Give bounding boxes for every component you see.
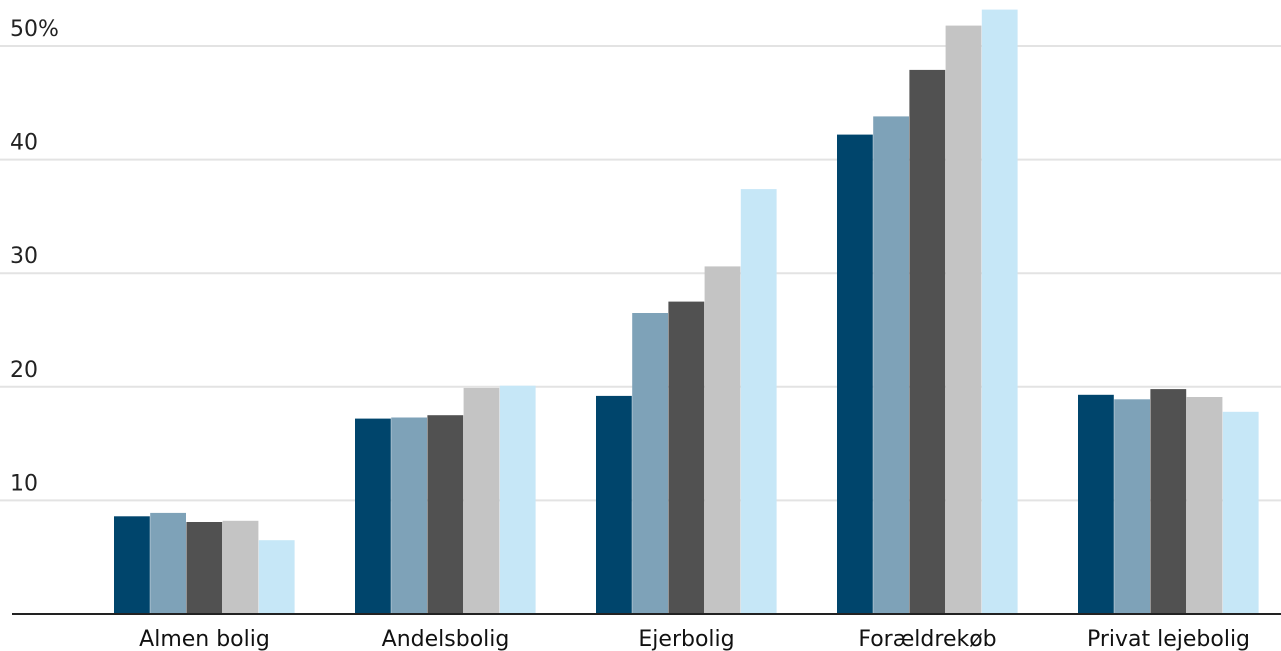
bar: [668, 301, 705, 614]
bar: [463, 387, 500, 614]
bar: [499, 385, 536, 614]
bar: [114, 516, 150, 614]
bar: [1114, 399, 1150, 614]
bar: [427, 415, 464, 614]
bar-group: [837, 9, 1018, 615]
bar: [632, 313, 668, 614]
bar: [596, 395, 632, 614]
bar: [150, 512, 186, 614]
bar: [258, 540, 295, 614]
bar: [945, 25, 982, 615]
y-tick-label: 50%: [10, 17, 59, 42]
bar: [1222, 411, 1259, 614]
bar: [355, 418, 391, 614]
bar: [837, 134, 873, 614]
bar-group: [596, 189, 777, 614]
category-labels: Almen bolig Andelsbolig Ejerbolig Forældrek…: [139, 627, 1250, 651]
bar: [391, 417, 427, 614]
gridlines: [0, 45, 1281, 502]
bar: [704, 266, 741, 614]
category-label: Forældrekøb: [858, 627, 996, 651]
bar-group: [1078, 389, 1259, 614]
bar: [740, 189, 777, 614]
bar: [981, 9, 1018, 615]
bar-group: [114, 512, 295, 614]
y-tick-label: 10: [10, 471, 38, 496]
bar: [873, 116, 909, 615]
bar: [222, 520, 259, 614]
bar: [909, 69, 946, 614]
category-label: Privat lejebolig: [1087, 627, 1250, 651]
y-tick-label: 40: [10, 131, 38, 156]
bars: [114, 9, 1259, 615]
y-tick-label: 20: [10, 358, 38, 383]
y-tick-labels: 10 20 30 40 50%: [10, 17, 59, 496]
bar: [1078, 394, 1114, 614]
category-label: Almen bolig: [139, 627, 270, 651]
y-tick-label: 30: [10, 244, 38, 269]
category-label: Ejerbolig: [638, 627, 734, 651]
bar: [1186, 397, 1223, 614]
bar-group: [355, 385, 536, 614]
bar: [1150, 389, 1187, 614]
category-label: Andelsbolig: [382, 627, 510, 651]
bar: [186, 522, 223, 614]
